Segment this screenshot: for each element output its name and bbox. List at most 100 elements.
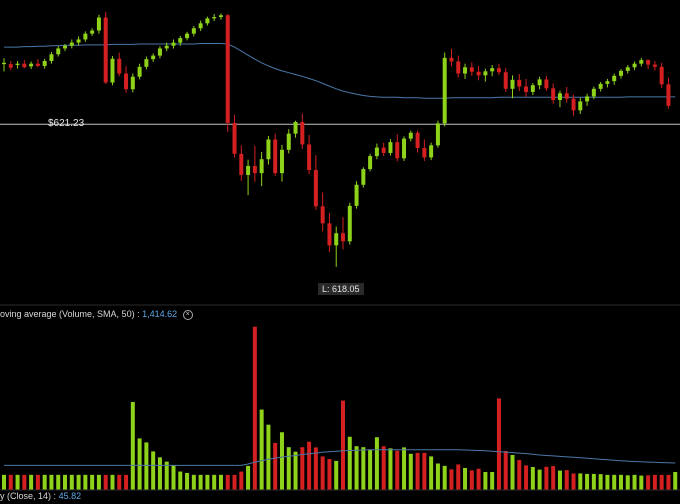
volume-bar	[408, 453, 413, 490]
candle-body	[666, 84, 671, 106]
volume-bar	[503, 450, 508, 490]
candle-body	[449, 57, 454, 62]
price-pane	[0, 12, 680, 267]
candle-body	[442, 57, 447, 124]
candle-body	[510, 79, 515, 89]
candle-body	[463, 67, 468, 74]
volume-legend-value: 1,414.62	[142, 309, 178, 319]
volume-bar	[273, 442, 278, 490]
volume-legend-name: oving average (Volume, SMA, 50)	[0, 309, 135, 319]
volume-bar	[591, 473, 596, 490]
volume-bar	[144, 442, 149, 490]
volume-bar	[191, 474, 196, 490]
candle-body	[395, 142, 400, 159]
volume-bar	[510, 454, 515, 490]
candle-body	[42, 61, 47, 66]
volume-bar	[239, 471, 244, 490]
candle-body	[361, 169, 366, 185]
volume-bar	[388, 448, 393, 490]
candle-body	[639, 60, 644, 64]
candle-body	[2, 62, 6, 65]
candle-body	[96, 17, 101, 31]
volume-bar	[666, 474, 671, 490]
candle-body	[632, 63, 637, 68]
volume-bar	[246, 465, 251, 490]
candle-body	[273, 139, 278, 174]
candle-body	[341, 233, 345, 242]
volume-bar	[307, 441, 312, 490]
candle-body	[551, 88, 556, 101]
volume-sma-line	[4, 449, 676, 466]
candle-body	[49, 54, 54, 61]
volume-bar	[442, 465, 447, 490]
volume-bar	[49, 474, 54, 490]
volume-bar	[151, 451, 156, 490]
volume-bar	[530, 467, 535, 490]
candle-body	[171, 42, 176, 46]
volume-bar	[124, 474, 129, 490]
volume-bar	[137, 438, 142, 490]
candle-body	[212, 17, 217, 19]
candle-body	[564, 93, 569, 99]
volume-bar	[578, 473, 583, 490]
candle-body	[90, 30, 95, 34]
candle-body	[381, 147, 386, 153]
volume-bar	[639, 475, 644, 490]
volume-bar	[178, 471, 183, 490]
candle-body	[185, 33, 190, 39]
rsi-legend-value: 45.82	[58, 491, 82, 501]
volume-bar	[415, 452, 420, 490]
volume-bar	[171, 465, 176, 490]
volume-bar	[435, 463, 440, 490]
volume-bar	[334, 460, 339, 490]
volume-bar	[429, 456, 434, 490]
candle-body	[537, 79, 542, 86]
volume-bar	[456, 464, 461, 490]
candle-body	[232, 122, 237, 154]
volume-bar	[381, 446, 386, 490]
volume-bar	[56, 474, 61, 490]
volume-bar	[571, 473, 576, 490]
candle-body	[266, 139, 271, 160]
volume-bar	[361, 447, 366, 490]
candle-body	[517, 79, 522, 87]
candle-body	[557, 93, 562, 101]
volume-bar	[8, 474, 13, 490]
candle-body	[320, 206, 325, 224]
candle-body	[476, 71, 481, 76]
rsi-legend-name: y (Close, 14)	[0, 491, 52, 501]
candle-body	[218, 15, 223, 18]
low-marker-label: L: 618.05	[318, 283, 364, 295]
volume-bar	[69, 474, 74, 490]
volume-bar	[544, 466, 549, 490]
volume-bar	[110, 474, 115, 490]
volume-bar	[130, 401, 135, 490]
candle-body	[8, 64, 13, 68]
volume-bar	[76, 474, 81, 490]
volume-bar	[252, 326, 257, 490]
volume-bar	[551, 466, 556, 490]
volume-bar	[29, 474, 34, 490]
candle-body	[530, 85, 535, 92]
volume-bar	[537, 469, 542, 490]
candle-body	[191, 28, 196, 34]
candle-body	[652, 64, 657, 67]
candle-body	[130, 76, 135, 90]
candle-body	[198, 23, 203, 29]
volume-bar	[320, 456, 325, 490]
volume-bar	[659, 474, 664, 490]
volume-bar	[354, 446, 359, 490]
volume-bar	[22, 474, 27, 490]
candle-body	[408, 132, 413, 139]
volume-bar	[612, 474, 617, 490]
candle-body	[585, 96, 590, 102]
candle-body	[327, 223, 332, 246]
volume-bar	[212, 474, 217, 490]
volume-bar	[422, 452, 427, 490]
candle-body	[374, 147, 379, 157]
candle-body	[15, 63, 20, 66]
volume-bar	[347, 436, 352, 490]
close-icon[interactable]: ×	[182, 309, 193, 320]
volume-bar	[517, 459, 522, 490]
